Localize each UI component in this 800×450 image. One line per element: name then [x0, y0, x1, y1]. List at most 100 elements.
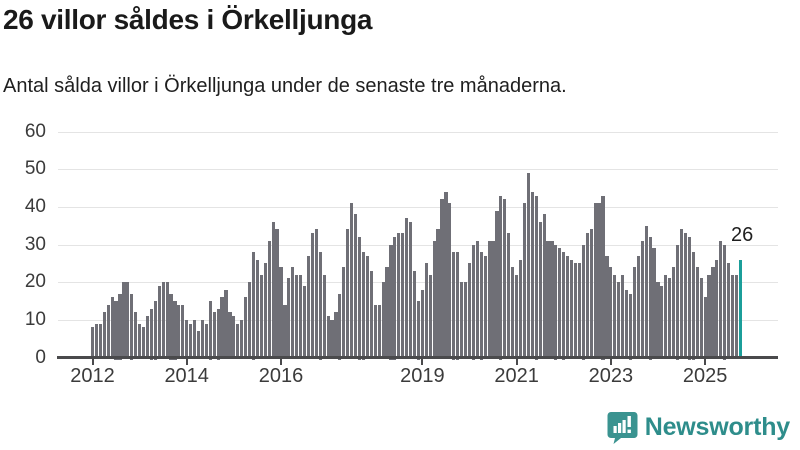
bar	[224, 289, 228, 360]
bar	[177, 304, 181, 360]
bar	[153, 301, 157, 360]
bar	[499, 195, 503, 360]
bar	[126, 282, 130, 360]
y-axis-tick-label: 50	[24, 158, 46, 180]
bar	[436, 229, 440, 360]
bar	[255, 259, 260, 360]
x-axis-tick-label: 2019	[400, 365, 445, 387]
y-axis-tick-label: 10	[24, 308, 46, 330]
bar	[463, 282, 468, 360]
bar	[334, 312, 338, 360]
bar	[110, 297, 114, 360]
bar	[566, 255, 570, 360]
bar	[134, 312, 138, 360]
y-axis-tick-label: 30	[24, 233, 46, 255]
newsworthy-wordmark: Newsworthy	[644, 413, 790, 441]
bar	[460, 282, 464, 360]
bar	[550, 240, 554, 360]
x-axis-tick	[280, 359, 282, 365]
bar	[577, 263, 582, 360]
bar	[299, 274, 303, 360]
bar	[279, 267, 283, 360]
bar	[503, 199, 507, 360]
bar	[711, 267, 715, 360]
bar	[569, 259, 574, 360]
bar	[719, 240, 723, 360]
bar	[138, 323, 142, 360]
bar	[283, 304, 287, 360]
bar	[558, 248, 562, 360]
bar	[656, 282, 660, 360]
bar	[114, 301, 118, 360]
bar	[247, 282, 252, 360]
bar	[118, 293, 122, 360]
y-axis-tick-label: 40	[24, 195, 46, 217]
bar	[538, 221, 542, 360]
bar	[432, 240, 436, 360]
bar	[518, 259, 523, 360]
bar	[420, 289, 424, 360]
bar	[416, 301, 421, 360]
bar	[715, 259, 719, 360]
bar	[723, 244, 727, 360]
bar	[94, 323, 99, 360]
bar	[389, 244, 393, 360]
bar	[106, 304, 110, 360]
bar	[691, 252, 695, 360]
bar	[393, 237, 397, 360]
bar	[562, 252, 566, 360]
bar	[165, 282, 169, 360]
bar	[240, 319, 244, 360]
bar	[263, 263, 267, 360]
bar	[593, 203, 597, 360]
bar	[471, 244, 475, 360]
y-axis-tick-label: 60	[24, 120, 46, 142]
bar	[621, 274, 625, 360]
bar	[196, 331, 201, 360]
x-axis-tick-label: 2012	[70, 365, 115, 387]
bar	[687, 237, 691, 360]
bar	[456, 252, 460, 360]
bar	[727, 263, 731, 360]
bar	[522, 203, 527, 360]
bar	[405, 218, 409, 360]
bar	[200, 319, 205, 360]
bar	[683, 233, 688, 360]
bar	[601, 195, 605, 360]
highlighted-bar	[738, 259, 743, 360]
bar	[373, 304, 377, 360]
bar	[428, 274, 432, 360]
bar	[149, 308, 153, 360]
bar	[161, 282, 165, 360]
x-axis-tick-label: 2025	[682, 365, 728, 387]
bar	[185, 319, 189, 360]
bar	[141, 327, 146, 360]
bar	[98, 323, 102, 360]
bar	[652, 248, 656, 360]
bar	[346, 229, 350, 360]
x-axis-tick	[609, 359, 612, 365]
bar	[609, 267, 613, 360]
bar	[310, 233, 314, 360]
bar	[369, 270, 373, 360]
bar	[676, 244, 680, 360]
bar	[648, 237, 652, 360]
bar	[377, 304, 381, 360]
page-title: 26 villor såldes i Örkelljunga	[3, 4, 373, 35]
bar	[440, 199, 444, 360]
bar	[173, 301, 177, 360]
bar	[193, 319, 197, 360]
bar	[267, 240, 271, 360]
bar	[660, 285, 664, 360]
bar	[640, 240, 644, 360]
bar	[330, 319, 334, 360]
bar	[220, 297, 224, 360]
bar	[672, 267, 676, 360]
newsworthy-logo: Newsworthy	[607, 411, 790, 444]
bar	[511, 267, 515, 360]
bar	[628, 293, 633, 360]
bar	[703, 297, 707, 360]
bar	[597, 203, 601, 360]
bar	[228, 312, 232, 360]
highlight-value-label: 26	[731, 224, 754, 246]
